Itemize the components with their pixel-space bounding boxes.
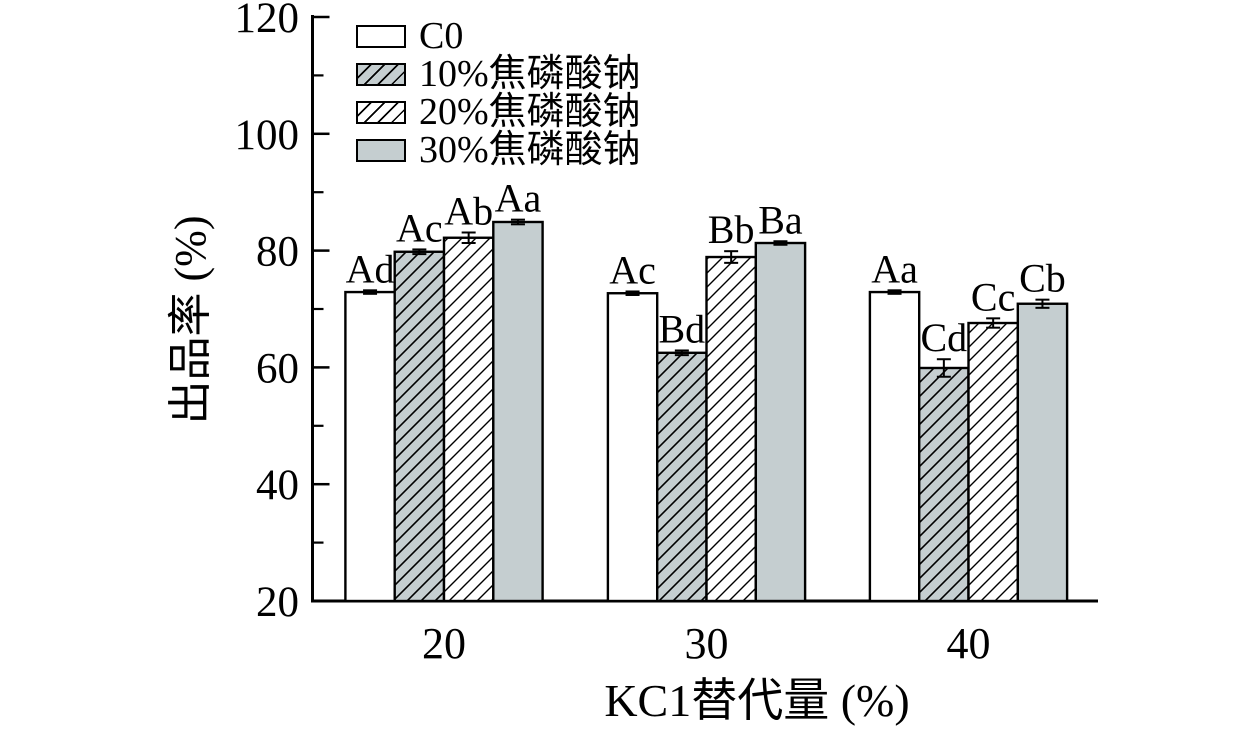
bar-30%焦磷酸钠-30 bbox=[754, 241, 807, 603]
legend-label: 30%焦磷酸钠 bbox=[419, 129, 641, 171]
legend-item: 30%焦磷酸钠 bbox=[356, 131, 641, 169]
bar-C0-40 bbox=[868, 290, 921, 603]
x-tick-label: 40 bbox=[947, 619, 991, 668]
significance-label: Cc bbox=[971, 274, 1015, 319]
significance-label: Ba bbox=[758, 197, 803, 242]
significance-label: Ab bbox=[444, 188, 493, 233]
legend-swatch-icon bbox=[356, 62, 406, 86]
significance-label: Cb bbox=[1019, 256, 1066, 301]
legend: C0 10%焦磷酸钠 20%焦磷酸钠 30%焦磷酸钠 bbox=[356, 17, 641, 169]
legend-swatch-icon bbox=[356, 24, 406, 48]
bar-C0-20 bbox=[344, 290, 396, 603]
legend-label: C0 bbox=[419, 15, 464, 57]
x-tick-label: 20 bbox=[422, 619, 466, 668]
significance-label: Bd bbox=[659, 306, 706, 351]
y-axis-title: 出品率 (%) bbox=[166, 215, 215, 425]
bar-30%焦磷酸钠-20 bbox=[492, 220, 544, 603]
y-tick-label: 80 bbox=[256, 229, 299, 276]
legend-item: 20%焦磷酸钠 bbox=[356, 93, 641, 131]
y-tick-label: 20 bbox=[256, 579, 299, 626]
legend-label: 20%焦磷酸钠 bbox=[419, 91, 641, 133]
y-tick-label: 60 bbox=[256, 345, 299, 392]
legend-item: 10%焦磷酸钠 bbox=[356, 55, 641, 93]
legend-swatch-icon bbox=[356, 100, 406, 124]
bar-20%焦磷酸钠-40 bbox=[967, 321, 1019, 603]
significance-label: Bb bbox=[708, 207, 755, 252]
bar-10%焦磷酸钠-20 bbox=[393, 250, 446, 603]
legend-item: C0 bbox=[356, 17, 641, 55]
bar-10%焦磷酸钠-30 bbox=[656, 351, 708, 603]
x-axis-title: KC1替代量 (%) bbox=[604, 675, 910, 726]
bar-30%焦磷酸钠-40 bbox=[1016, 302, 1069, 603]
significance-label: Aa bbox=[495, 176, 542, 221]
significance-label: Aa bbox=[871, 246, 918, 291]
bar-10%焦磷酸钠-40 bbox=[918, 366, 970, 603]
bar-20%焦磷酸钠-30 bbox=[705, 255, 757, 603]
y-tick-label: 100 bbox=[235, 112, 300, 159]
legend-swatch-icon bbox=[356, 138, 406, 162]
bar-C0-30 bbox=[606, 292, 659, 603]
significance-label: Cd bbox=[921, 315, 968, 360]
significance-label: Ac bbox=[396, 205, 443, 250]
significance-label: Ad bbox=[346, 246, 395, 291]
y-tick-label: 120 bbox=[235, 0, 300, 42]
bar-20%焦磷酸钠-20 bbox=[442, 236, 495, 603]
legend-label: 10%焦磷酸钠 bbox=[419, 53, 641, 95]
significance-label: Ac bbox=[609, 247, 656, 292]
x-tick-label: 30 bbox=[685, 619, 729, 668]
y-tick-label: 40 bbox=[256, 462, 299, 509]
